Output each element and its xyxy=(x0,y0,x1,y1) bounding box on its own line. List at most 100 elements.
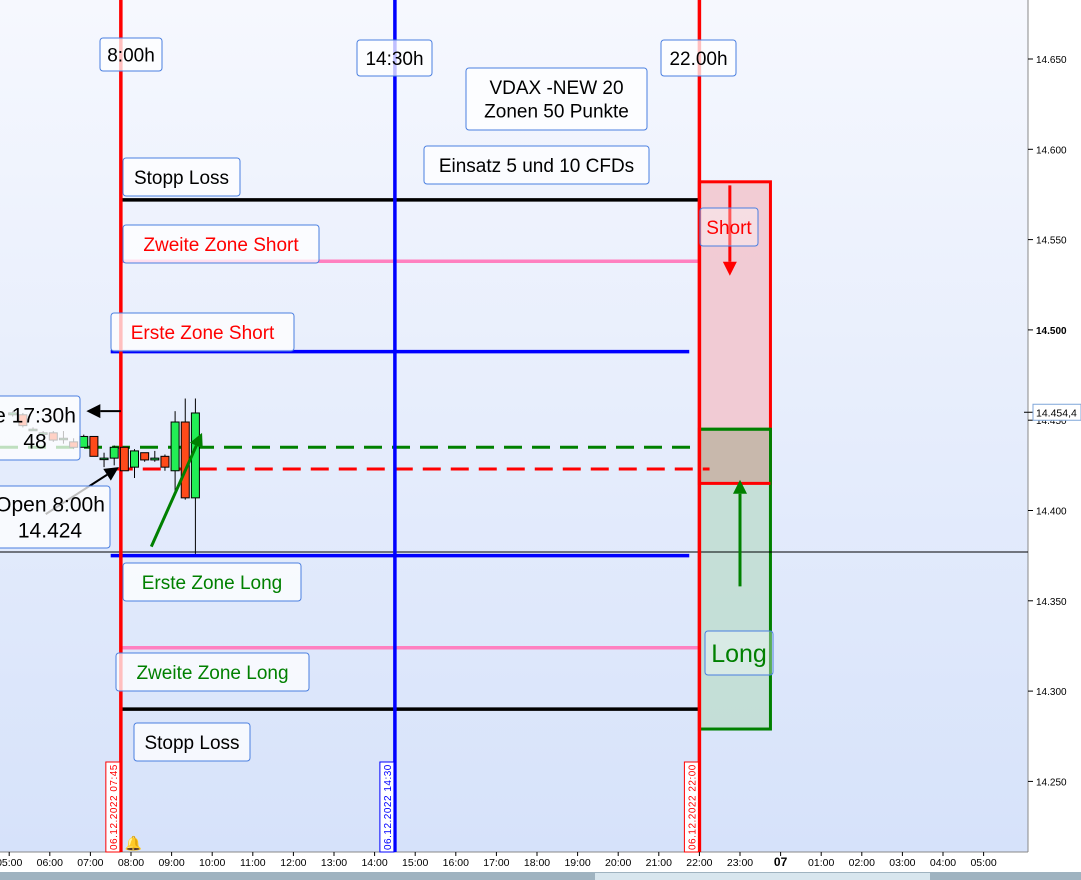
label-open[interactable]: Open 8:00h 14.424 xyxy=(0,485,111,549)
candle[interactable] xyxy=(170,421,180,472)
label-stopp-bottom[interactable]: Stopp Loss xyxy=(133,722,251,762)
label-erste-long[interactable]: Erste Zone Long xyxy=(122,562,302,602)
annotation-box[interactable] xyxy=(0,395,81,461)
time-tick-label: 08:00 xyxy=(118,857,144,869)
annotation-box[interactable] xyxy=(699,207,759,247)
time-tick-label: 13:00 xyxy=(321,857,347,869)
time-tick-label: 23:00 xyxy=(727,857,753,869)
annotation-box[interactable] xyxy=(660,39,737,77)
vertical-line-date-box xyxy=(683,761,699,853)
annotation-box[interactable] xyxy=(0,485,111,549)
annotation-text: e 17:30h xyxy=(0,404,76,427)
time-tick-label: 02:00 xyxy=(849,857,875,869)
label-vdax[interactable]: VDAX -NEW 20 Zonen 50 Punkte xyxy=(465,67,648,131)
price-tick-label: 14.450 xyxy=(1036,416,1067,427)
candle[interactable] xyxy=(119,446,129,472)
current-price-box xyxy=(1032,403,1081,421)
annotation-box[interactable] xyxy=(122,157,241,197)
candle[interactable] xyxy=(89,435,99,457)
time-tick-label: 22:00 xyxy=(686,857,712,869)
time-tick-label: 11:00 xyxy=(240,857,266,869)
label-close[interactable]: e 17:30h 48 xyxy=(0,395,81,461)
annotation-text: Erste Zone Long xyxy=(142,573,282,594)
candle[interactable] xyxy=(160,455,170,468)
time-tick-label: 05:00 xyxy=(0,857,22,869)
candle[interactable] xyxy=(180,421,190,499)
label-zweite-short[interactable]: Zweite Zone Short xyxy=(122,224,320,264)
annotation-text: VDAX -NEW 20 xyxy=(489,78,623,99)
label-short[interactable]: Short xyxy=(699,207,759,247)
time-tick-label: 15:00 xyxy=(402,857,428,869)
annotation-text: Open 8:00h xyxy=(0,493,105,516)
annotation-box[interactable] xyxy=(465,67,648,131)
candle[interactable] xyxy=(109,446,119,459)
current-price-label: 14.454,4 xyxy=(1036,407,1077,419)
time-tick-label: 01:00 xyxy=(808,857,834,869)
time-tick-label: 10:00 xyxy=(199,857,225,869)
price-tick-label: 14.250 xyxy=(1036,777,1067,788)
label-einsatz[interactable]: Einsatz 5 und 10 CFDs xyxy=(423,145,650,185)
price-tick-label: 14.400 xyxy=(1036,507,1067,518)
arrow-head-icon xyxy=(189,432,203,449)
time-tick-label: 21:00 xyxy=(646,857,672,869)
label-800[interactable]: 8:00h xyxy=(99,37,163,72)
annotation-text: 8:00h xyxy=(107,45,155,66)
annotation-box[interactable] xyxy=(133,722,251,762)
annotation-box[interactable] xyxy=(423,145,650,185)
vertical-line-date-label: 06.12.2022 22:00 xyxy=(687,764,698,850)
price-tick-label: 14.500 xyxy=(1036,326,1067,337)
time-tick-label: 18:00 xyxy=(524,857,550,869)
candle[interactable] xyxy=(130,450,139,468)
label-1430[interactable]: 14:30h xyxy=(356,39,433,77)
time-axis-background xyxy=(0,852,1028,872)
annotation-box[interactable] xyxy=(122,562,302,602)
annotation-text: Erste Zone Short xyxy=(131,323,275,344)
time-tick-label: 09:00 xyxy=(158,857,184,869)
time-tick-label: 03:00 xyxy=(889,857,915,869)
annotation-box[interactable] xyxy=(122,224,320,264)
arrow-line[interactable] xyxy=(149,445,198,548)
annotation-box[interactable] xyxy=(110,312,295,352)
candle[interactable] xyxy=(99,457,109,461)
time-tick-label: 05:00 xyxy=(970,857,996,869)
time-tick-label: 19:00 xyxy=(564,857,590,869)
time-tick-label: 17:00 xyxy=(483,857,509,869)
annotation-text: Stopp Loss xyxy=(144,733,239,754)
price-tick-label: 14.550 xyxy=(1036,236,1067,247)
label-long[interactable]: Long xyxy=(704,630,774,676)
annotation-box[interactable] xyxy=(115,652,310,692)
label-erste-short[interactable]: Erste Zone Short xyxy=(110,312,295,352)
scrollbar[interactable] xyxy=(0,872,1081,880)
time-tick-label: 12:00 xyxy=(280,857,306,869)
alarm-bell-icon[interactable]: 🔔 xyxy=(125,835,142,852)
price-axis-background xyxy=(1028,0,1081,852)
annotation-text: 22.00h xyxy=(669,49,727,70)
annotation-text: Long xyxy=(711,640,767,668)
annotation-text: Einsatz 5 und 10 CFDs xyxy=(439,156,634,177)
candle[interactable] xyxy=(150,457,160,461)
label-stopp-top[interactable]: Stopp Loss xyxy=(122,157,241,197)
scrollbar-thumb[interactable] xyxy=(595,873,930,880)
annotation-text: Zonen 50 Punkte xyxy=(484,102,629,123)
price-tick-label: 14.650 xyxy=(1036,55,1067,66)
time-tick-label: 04:00 xyxy=(930,857,956,869)
label-zweite-long[interactable]: Zweite Zone Long xyxy=(115,652,310,692)
candle[interactable] xyxy=(140,452,150,461)
time-tick-label: 20:00 xyxy=(605,857,631,869)
annotation-box[interactable] xyxy=(99,37,163,72)
annotation-box[interactable] xyxy=(356,39,433,77)
candle[interactable] xyxy=(79,435,89,448)
price-tick-label: 14.350 xyxy=(1036,597,1067,608)
vertical-line-date-label: 06.12.2022 14:30 xyxy=(383,764,394,850)
arrow-head-icon xyxy=(722,261,737,276)
label-2200[interactable]: 22.00h xyxy=(660,39,737,77)
annotation-text: Short xyxy=(706,218,752,239)
annotation-text: Stopp Loss xyxy=(134,168,229,189)
arrow-head-icon xyxy=(86,404,101,419)
price-tick-label: 14.300 xyxy=(1036,687,1067,698)
time-tick-label: 06:00 xyxy=(37,857,63,869)
time-tick-label: 07 xyxy=(774,855,788,869)
annotation-text: Zweite Zone Long xyxy=(136,663,288,684)
annotation-box[interactable] xyxy=(704,630,774,676)
